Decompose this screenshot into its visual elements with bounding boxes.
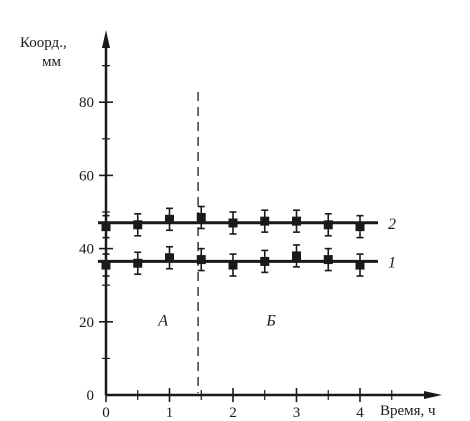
- data-point: [101, 222, 111, 232]
- x-tick-label: 3: [293, 405, 301, 421]
- data-point: [292, 216, 301, 226]
- y-tick-label: 60: [79, 168, 94, 184]
- data-point: [165, 253, 174, 263]
- x-tick-label: 0: [102, 405, 110, 421]
- data-point: [165, 214, 174, 224]
- x-tick-label: 1: [166, 405, 174, 421]
- y-tick-label: 80: [79, 95, 94, 111]
- y-axis-label-line2: мм: [42, 54, 61, 70]
- data-point: [292, 251, 301, 261]
- series-1: 1: [98, 244, 396, 277]
- series-label-1: 1: [388, 254, 396, 271]
- region-label-0: А: [157, 312, 168, 329]
- data-point: [133, 220, 143, 230]
- labels-layer: Коорд., мм Время, ч А Б: [20, 35, 436, 419]
- x-axis-arrow: [424, 391, 442, 399]
- data-point: [133, 258, 143, 268]
- data-point: [355, 260, 365, 270]
- y-tick-label: 40: [79, 242, 94, 258]
- series-2: 2: [98, 205, 396, 239]
- series-layer: 12: [98, 205, 396, 277]
- data-point: [355, 222, 365, 232]
- data-point: [101, 260, 111, 270]
- data-point: [260, 256, 270, 266]
- data-point: [323, 255, 333, 265]
- data-point: [196, 212, 206, 222]
- data-point: [228, 260, 238, 270]
- y-axis-label-line1: Коорд.,: [20, 35, 67, 51]
- series-label-2: 2: [388, 216, 396, 233]
- x-tick-label: 2: [229, 405, 237, 421]
- y-axis-arrow: [102, 30, 110, 48]
- region-label-1: Б: [265, 312, 276, 329]
- data-point: [228, 218, 238, 228]
- data-point: [323, 220, 333, 230]
- y-tick-label-zero: 0: [87, 388, 95, 404]
- data-point: [260, 216, 270, 226]
- x-tick-label: 4: [356, 405, 364, 421]
- axes: [102, 30, 442, 399]
- x-axis-label: Время, ч: [380, 403, 436, 419]
- data-point: [196, 255, 206, 265]
- y-tick-label: 20: [79, 315, 94, 331]
